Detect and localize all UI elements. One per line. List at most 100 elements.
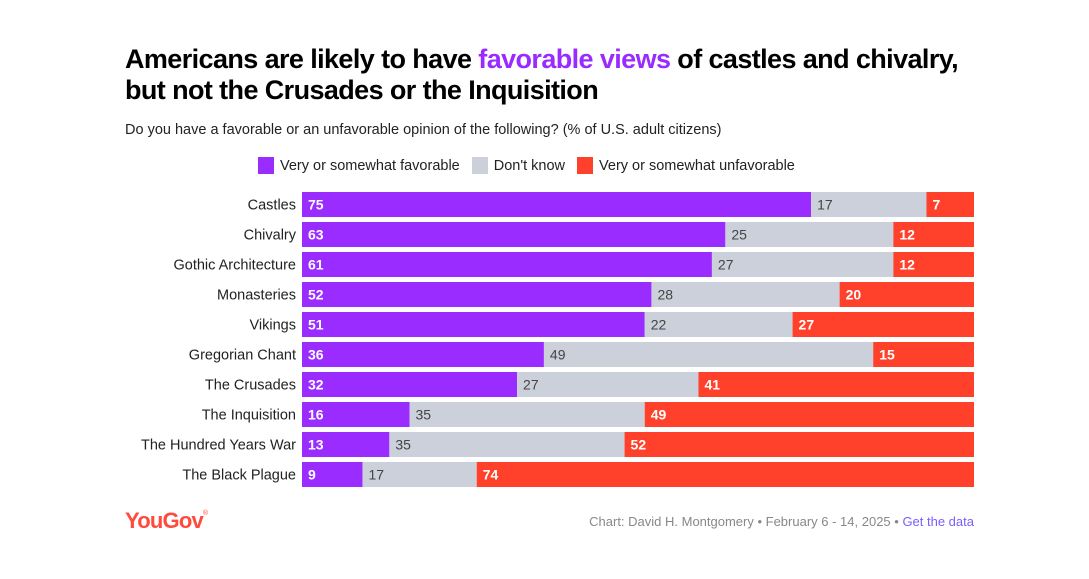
bar-segment-unfavorable: [893, 252, 974, 277]
data-label: 35: [416, 407, 432, 423]
data-label: 52: [308, 287, 324, 303]
bar-segment-favorable: [302, 462, 363, 487]
data-label: 27: [523, 377, 539, 393]
data-label: 13: [308, 437, 324, 453]
data-label: 28: [657, 287, 673, 303]
data-label: 52: [631, 437, 647, 453]
data-label: 49: [550, 347, 566, 363]
data-label: 7: [932, 197, 940, 213]
bar-row: Vikings 51 22 27: [250, 312, 974, 337]
category-label: Gothic Architecture: [174, 258, 297, 274]
bar-segment-favorable: [302, 402, 410, 427]
data-label: 27: [799, 317, 815, 333]
data-label: 36: [308, 347, 324, 363]
category-label: Castles: [248, 198, 296, 214]
legend-item-unfavorable: Very or somewhat unfavorable: [577, 157, 795, 174]
legend: Very or somewhat favorable Don't know Ve…: [0, 157, 1089, 174]
bar-segment-dont-know: [543, 342, 874, 367]
bar-row: The Black Plague 9 17 74: [182, 462, 974, 487]
category-label: Monasteries: [217, 288, 296, 304]
legend-swatch-dont-know: [471, 157, 488, 174]
legend-label: Very or somewhat unfavorable: [599, 157, 795, 174]
bar-row: The Inquisition 16 35 49: [202, 402, 974, 427]
bar-segment-dont-know: [362, 462, 477, 487]
chart-subtitle: Do you have a favorable or an unfavorabl…: [125, 122, 722, 138]
bar-row: Monasteries 52 28 20: [217, 282, 974, 307]
category-label: The Hundred Years War: [141, 438, 296, 454]
data-label: 22: [651, 317, 667, 333]
bar-row: Gregorian Chant 36 49 15: [189, 342, 974, 367]
category-label: Chivalry: [244, 228, 297, 244]
bar-segment-favorable: [302, 342, 544, 367]
data-label: 12: [899, 257, 915, 273]
data-label: 9: [308, 467, 316, 483]
data-label: 27: [718, 257, 734, 273]
data-label: 35: [395, 437, 411, 453]
bar-segment-unfavorable: [476, 462, 974, 487]
bar-row: Castles 75 17 7: [248, 192, 974, 217]
bar-row: The Crusades 32 27 41: [205, 372, 974, 397]
bar-segment-unfavorable: [893, 222, 974, 247]
bar-segment-dont-know: [811, 192, 927, 217]
legend-swatch-unfavorable: [577, 157, 594, 174]
bar-row: Gothic Architecture 61 27 12: [174, 252, 974, 277]
data-label: 32: [308, 377, 324, 393]
get-the-data-link[interactable]: Get the data: [902, 514, 974, 529]
bar-segment-unfavorable: [926, 192, 974, 217]
data-label: 75: [308, 197, 324, 213]
bar-segment-dont-know: [644, 312, 793, 337]
data-label: 49: [651, 407, 667, 423]
legend-item-favorable: Very or somewhat favorable: [258, 157, 460, 174]
title-highlight: favorable views: [478, 44, 671, 74]
legend-label: Very or somewhat favorable: [280, 157, 460, 174]
logo-mark: ®: [202, 510, 208, 517]
data-label: 51: [308, 317, 324, 333]
legend-label: Don't know: [493, 157, 566, 174]
category-label: Gregorian Chant: [189, 348, 296, 364]
bar-segment-favorable: [302, 192, 812, 217]
data-label: 17: [368, 467, 384, 483]
category-label: The Black Plague: [182, 468, 296, 484]
category-label: Vikings: [250, 318, 296, 334]
bar-segment-favorable: [302, 222, 726, 247]
legend-item-dont-know: Don't know: [471, 157, 566, 174]
bar-segment-favorable: [302, 282, 652, 307]
data-label: 74: [483, 467, 499, 483]
bar-segment-unfavorable: [873, 342, 974, 367]
bar-row: Chivalry 63 25 12: [244, 222, 974, 247]
footer-credit: Chart: David H. Montgomery • February 6 …: [589, 514, 974, 529]
bar-segment-favorable: [302, 372, 518, 397]
data-label: 16: [308, 407, 324, 423]
title-pre: Americans are likely to have: [125, 44, 479, 74]
bar-segment-favorable: [302, 432, 390, 457]
bar-segment-dont-know: [517, 372, 699, 397]
data-label: 15: [879, 347, 895, 363]
data-label: 25: [731, 227, 747, 243]
bar-segment-dont-know: [389, 432, 625, 457]
legend-swatch-favorable: [258, 157, 274, 174]
data-label: 61: [308, 257, 324, 273]
bar-segment-unfavorable: [698, 372, 974, 397]
logo-text: YouGov: [125, 508, 204, 533]
bar-segment-favorable: [302, 312, 645, 337]
title-post: of castles and chivalry, but not the Cru…: [125, 44, 959, 105]
category-label: The Crusades: [205, 378, 296, 394]
bar-segment-unfavorable: [792, 312, 974, 337]
chart-title: Americans are likely to have favorable v…: [125, 44, 985, 106]
yougov-logo: YouGov®: [125, 508, 208, 534]
bar-segment-unfavorable: [839, 282, 974, 307]
bar-segment-dont-know: [725, 222, 894, 247]
category-label: The Inquisition: [202, 408, 296, 424]
data-label: 20: [846, 287, 862, 303]
bar-segment-unfavorable: [624, 432, 974, 457]
bar-segment-dont-know: [711, 252, 894, 277]
data-label: 63: [308, 227, 324, 243]
data-label: 41: [704, 377, 720, 393]
bar-segment-favorable: [302, 252, 712, 277]
bar-row: The Hundred Years War 13 35 52: [141, 432, 974, 457]
data-label: 12: [899, 227, 915, 243]
bar-segment-unfavorable: [644, 402, 974, 427]
bar-segment-dont-know: [409, 402, 645, 427]
bar-segment-dont-know: [651, 282, 840, 307]
